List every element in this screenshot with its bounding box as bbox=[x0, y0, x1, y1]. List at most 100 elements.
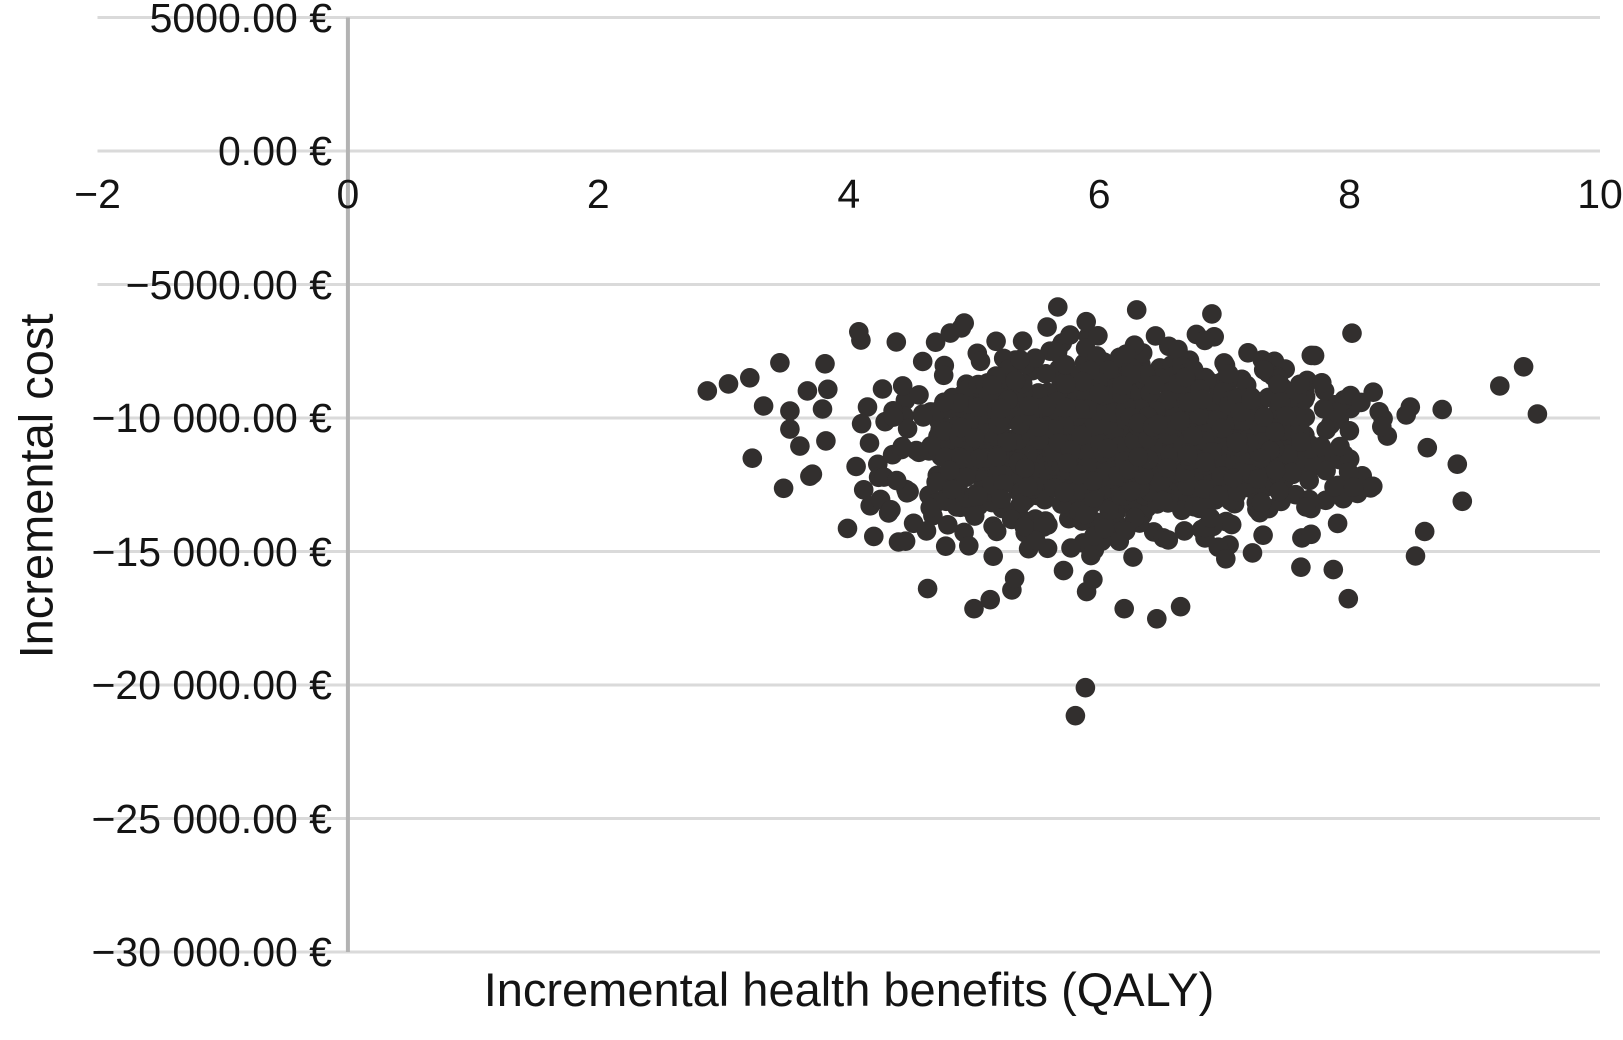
scatter-point bbox=[925, 332, 946, 353]
scatter-point bbox=[1338, 462, 1359, 482]
scatter-point bbox=[851, 413, 872, 434]
scatter-point bbox=[1029, 417, 1049, 437]
scatter-point bbox=[1417, 437, 1438, 458]
scatter-point bbox=[1192, 389, 1213, 410]
scatter-point bbox=[1158, 530, 1179, 550]
scatter-point bbox=[780, 419, 800, 439]
scatter-point bbox=[1018, 477, 1038, 497]
scatter-point bbox=[997, 432, 1017, 452]
scatter-point bbox=[1342, 323, 1362, 344]
scatter-point bbox=[790, 436, 810, 456]
scatter-point bbox=[1211, 418, 1232, 439]
scatter-point bbox=[837, 518, 858, 539]
x-tick-label: 4 bbox=[837, 171, 861, 217]
scatter-point bbox=[892, 436, 913, 457]
scatter-point bbox=[815, 354, 835, 374]
scatter-point bbox=[1269, 481, 1289, 502]
scatter-point bbox=[1014, 516, 1034, 537]
scatter-point bbox=[917, 578, 938, 599]
scatter-point bbox=[1200, 508, 1221, 528]
scatter-point bbox=[1037, 317, 1057, 337]
scatter-point bbox=[802, 464, 823, 485]
y-tick-label: −5000.00 € bbox=[125, 261, 332, 308]
scatter-point bbox=[1324, 477, 1344, 497]
scatter-point bbox=[718, 374, 739, 394]
scatter-point bbox=[1194, 479, 1214, 499]
scatter-point bbox=[1144, 375, 1165, 395]
scatter-point bbox=[1330, 436, 1350, 457]
x-tick-label: 2 bbox=[586, 171, 610, 217]
scatter-point bbox=[770, 353, 790, 373]
scatter-point bbox=[982, 375, 1002, 396]
scatter-point bbox=[1253, 360, 1274, 380]
scatter-point bbox=[857, 397, 878, 417]
scatter-point bbox=[1369, 402, 1389, 422]
scatter-point bbox=[1251, 492, 1272, 513]
scatter-point bbox=[1004, 568, 1025, 589]
scatter-point bbox=[780, 401, 800, 421]
scatter-point bbox=[991, 489, 1011, 509]
scatter-point bbox=[1343, 477, 1364, 497]
scatter-point bbox=[1112, 375, 1133, 396]
scatter-point bbox=[740, 368, 760, 388]
scatter-point bbox=[1351, 392, 1371, 413]
scatter-point bbox=[1120, 481, 1141, 502]
scatter-point bbox=[1313, 399, 1334, 419]
scatter-point bbox=[1072, 371, 1092, 392]
scatter-point bbox=[1490, 376, 1510, 396]
scatter-point bbox=[986, 521, 1007, 542]
scatter-point bbox=[1253, 525, 1273, 545]
scatter-point bbox=[1304, 345, 1325, 366]
scatter-point bbox=[951, 318, 972, 338]
scatter-point bbox=[964, 598, 984, 619]
scatter-point bbox=[1452, 491, 1473, 512]
scatter-point bbox=[1396, 405, 1416, 425]
scatter-point bbox=[742, 448, 763, 469]
scatter-point bbox=[986, 331, 1006, 352]
scatter-point bbox=[1148, 414, 1168, 435]
scatter-point bbox=[1447, 454, 1468, 475]
scatter-point bbox=[1177, 445, 1198, 466]
scatter-point bbox=[812, 399, 833, 419]
scatter-point bbox=[1327, 513, 1348, 534]
scatter-point bbox=[1115, 521, 1136, 541]
scatter-point bbox=[1025, 348, 1046, 369]
scatter-point bbox=[1012, 493, 1032, 513]
scatter-point bbox=[935, 421, 955, 442]
scatter-point bbox=[1432, 399, 1452, 420]
scatter-point bbox=[881, 500, 901, 520]
x-tick-label: 0 bbox=[336, 171, 360, 217]
scatter-point bbox=[872, 379, 893, 399]
scatter-point bbox=[1527, 404, 1548, 424]
scatter-point bbox=[1372, 416, 1392, 437]
scatter-point bbox=[1223, 468, 1244, 488]
scatter-point bbox=[1296, 497, 1316, 517]
scatter-point bbox=[991, 398, 1011, 419]
scatter-point bbox=[1057, 453, 1078, 474]
scatter-point bbox=[1209, 485, 1229, 506]
scatter-point bbox=[964, 506, 985, 526]
scatter-point bbox=[913, 407, 933, 427]
scatter-point bbox=[849, 322, 869, 342]
scatter-point bbox=[1218, 364, 1239, 384]
scatter-point bbox=[916, 521, 937, 541]
scatter-point bbox=[1128, 447, 1149, 467]
scatter-point bbox=[1338, 588, 1359, 609]
scatter-point bbox=[1170, 411, 1190, 432]
scatter-point bbox=[1195, 330, 1215, 351]
y-tick-label: 0.00 € bbox=[218, 128, 332, 174]
scatter-point bbox=[1055, 355, 1076, 375]
scatter-point bbox=[1195, 452, 1215, 472]
scatter-point bbox=[797, 381, 818, 401]
y-tick-label: −25 000.00 € bbox=[91, 795, 332, 842]
scatter-point bbox=[1010, 349, 1030, 370]
scatter-point bbox=[1311, 436, 1332, 457]
scatter-point bbox=[1094, 518, 1115, 539]
scatter-point bbox=[1299, 470, 1319, 491]
scatter-point bbox=[853, 480, 874, 500]
scatter-point bbox=[1075, 677, 1096, 698]
x-axis-title: Incremental health benefits (QALY) bbox=[483, 963, 1215, 1016]
scatter-point bbox=[1147, 609, 1167, 629]
scatter-point bbox=[909, 442, 929, 463]
scatter-point bbox=[818, 379, 838, 400]
